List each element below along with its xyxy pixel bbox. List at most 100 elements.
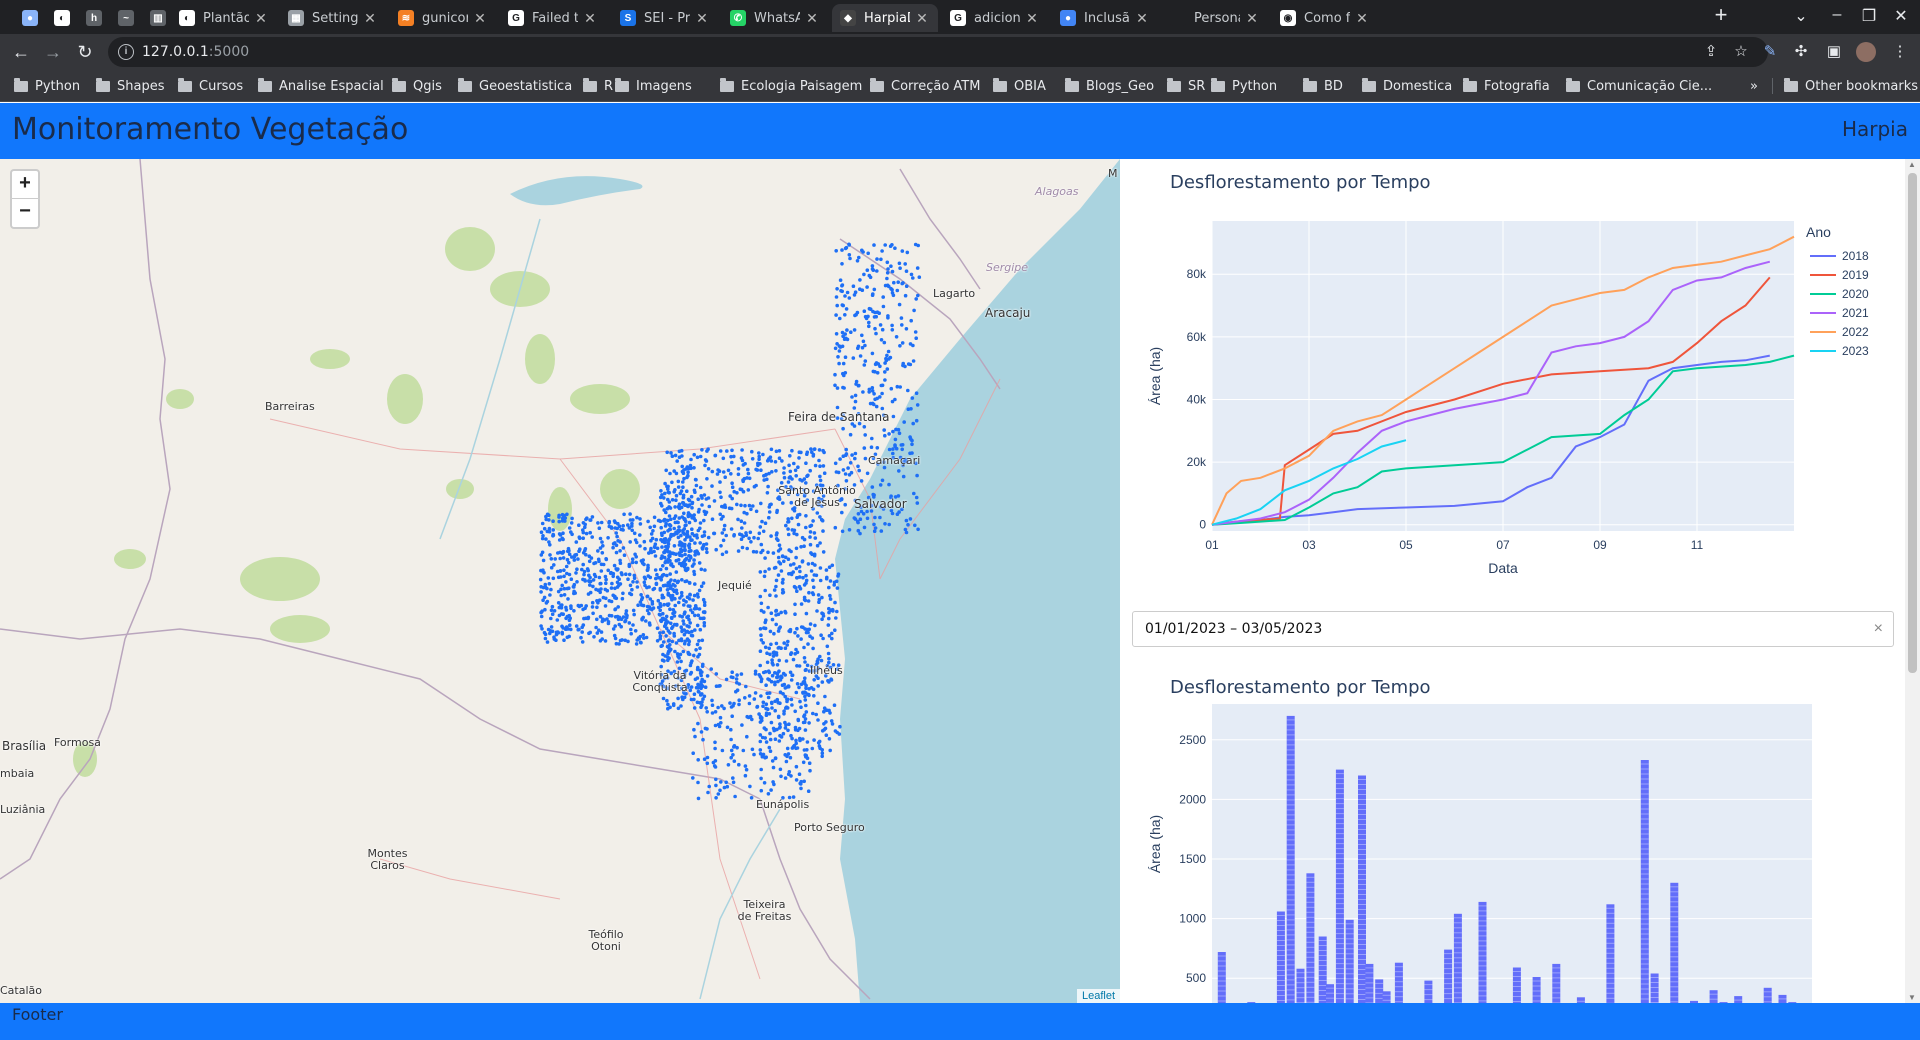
bar[interactable] — [1335, 769, 1344, 1003]
bar[interactable] — [1709, 990, 1718, 1003]
extension-feather-icon[interactable]: ✎ — [1763, 43, 1777, 60]
bar[interactable] — [1650, 973, 1659, 1004]
tab-close-icon[interactable]: ✕ — [474, 9, 486, 26]
bar[interactable] — [1640, 760, 1649, 1003]
tab-search-icon[interactable]: ⌄ — [1794, 8, 1808, 25]
zoom-out-button[interactable]: − — [10, 199, 40, 229]
bookmark-folder[interactable]: Qgis — [392, 77, 442, 95]
bar[interactable] — [1358, 775, 1366, 1004]
tab-close-icon[interactable]: ✕ — [1026, 9, 1038, 26]
browser-tab[interactable]: Personalizar ✕ — [1162, 4, 1268, 32]
browser-tab[interactable]: ◐ Plantão de ✕ — [171, 4, 277, 32]
bar[interactable] — [1734, 996, 1743, 1003]
bar[interactable] — [1306, 873, 1315, 1003]
bar[interactable] — [1365, 963, 1374, 1003]
tab-close-icon[interactable]: ✕ — [1246, 9, 1258, 26]
tab-close-icon[interactable]: ✕ — [584, 9, 596, 26]
bar-chart[interactable]: 500 1000 1500 2000 2500 Área (ha) — [1120, 674, 1880, 1003]
bar[interactable] — [1453, 913, 1462, 1003]
browser-tab[interactable]: ● Inclusão de ✕ — [1052, 4, 1158, 32]
bar[interactable] — [1247, 1002, 1256, 1003]
browser-tab[interactable]: G Failed to fin ✕ — [500, 4, 606, 32]
tab-close-icon[interactable]: ✕ — [364, 9, 376, 26]
bookmark-folder[interactable]: Shapes — [96, 77, 164, 95]
browser-tab[interactable]: h — [78, 4, 104, 32]
bar[interactable] — [1576, 997, 1585, 1003]
tab-close-icon[interactable]: ✕ — [696, 9, 708, 26]
bar[interactable] — [1276, 911, 1285, 1004]
maximize-icon[interactable]: ❐ — [1861, 8, 1877, 25]
forward-icon[interactable]: → — [44, 42, 62, 62]
bookmark-folder[interactable]: OBIA — [993, 77, 1046, 95]
side-panel-icon[interactable]: ▣ — [1826, 43, 1842, 60]
zoom-in-button[interactable]: + — [10, 169, 40, 199]
scroll-up-icon[interactable]: ▲ — [1908, 160, 1916, 169]
panel-scrollbar[interactable]: ▲ ▼ — [1905, 159, 1920, 1003]
browser-tab[interactable]: ● — [14, 4, 40, 32]
bar[interactable] — [1296, 968, 1305, 1003]
scroll-thumb[interactable] — [1908, 173, 1917, 673]
bookmark-folder[interactable]: Comunicação Cie... — [1566, 77, 1712, 95]
bar[interactable] — [1512, 967, 1521, 1004]
bar[interactable] — [1382, 991, 1391, 1003]
profile-avatar[interactable] — [1856, 42, 1876, 62]
bookmark-folder[interactable]: Geoestatistica — [458, 77, 572, 95]
browser-tab[interactable]: ▦ Settings — i ✕ — [280, 4, 386, 32]
bookmark-folder[interactable]: SR — [1167, 77, 1205, 95]
tab-close-icon[interactable]: ✕ — [806, 9, 818, 26]
share-icon[interactable]: ⇪ — [1704, 43, 1718, 60]
bookmark-folder[interactable]: Cursos — [178, 77, 243, 95]
minimize-icon[interactable]: – — [1832, 6, 1842, 23]
bar[interactable] — [1719, 1002, 1728, 1003]
other-bookmarks[interactable]: Other bookmarks — [1784, 77, 1918, 95]
bar[interactable] — [1424, 980, 1433, 1003]
bookmark-folder[interactable]: R — [583, 77, 613, 95]
bar[interactable] — [1318, 936, 1327, 1004]
browser-tab[interactable]: ▥ — [142, 4, 168, 32]
bookmark-folder[interactable]: Blogs_Geo — [1065, 77, 1154, 95]
browser-tab[interactable]: ~ — [110, 4, 136, 32]
browser-tab[interactable]: ✆ WhatsApp ✕ — [722, 4, 828, 32]
browser-tab[interactable]: ≋ gunicorn - F ✕ — [390, 4, 496, 32]
browser-tab[interactable]: ◉ Como fazer ✕ — [1272, 4, 1378, 32]
app-brand[interactable]: Harpia — [1841, 117, 1908, 141]
extensions-puzzle-icon[interactable]: ✣ — [1794, 43, 1808, 60]
bar[interactable] — [1286, 715, 1295, 1003]
bookmark-folder[interactable]: Python — [1211, 77, 1277, 95]
bookmark-folder[interactable]: Fotografia — [1463, 77, 1550, 95]
bar[interactable] — [1217, 952, 1226, 1003]
bar[interactable] — [1670, 882, 1679, 1003]
back-icon[interactable]: ← — [12, 42, 30, 62]
bookmarks-overflow-button[interactable]: » — [1750, 78, 1758, 94]
site-info-icon[interactable]: i — [118, 44, 134, 60]
bookmark-folder[interactable]: Python — [14, 77, 80, 95]
bookmark-folder[interactable]: Correção ATM — [870, 77, 980, 95]
bookmark-folder[interactable]: Imagens — [615, 77, 692, 95]
bookmark-star-icon[interactable]: ☆ — [1734, 43, 1748, 60]
bar[interactable] — [1345, 919, 1354, 1003]
reload-icon[interactable]: ↻ — [77, 42, 93, 62]
bar[interactable] — [1394, 962, 1403, 1003]
bar[interactable] — [1788, 1002, 1797, 1003]
bookmark-folder[interactable]: Ecologia Paisagem — [720, 77, 862, 95]
bar[interactable] — [1606, 904, 1615, 1003]
tab-close-icon[interactable]: ✕ — [255, 9, 267, 26]
bar[interactable] — [1478, 901, 1487, 1003]
bookmark-folder[interactable]: BD — [1303, 77, 1343, 95]
menu-kebab-icon[interactable]: ⋮ — [1892, 43, 1908, 60]
date-range-picker[interactable]: 01/01/2023 – 03/05/2023 × — [1132, 611, 1894, 647]
browser-tab[interactable]: Gadicionar im ✕ — [942, 4, 1048, 32]
clear-date-icon[interactable]: × — [1873, 620, 1883, 637]
address-bar[interactable]: i 127.0.0.1:5000 ⇪ ☆ — [108, 37, 1768, 67]
bookmark-folder[interactable]: Analise Espacial — [258, 77, 384, 95]
browser-tab[interactable]: ◆ HarpiaDash ✕ — [832, 4, 938, 32]
new-tab-button[interactable]: + — [1714, 2, 1728, 27]
bar[interactable] — [1326, 984, 1334, 1003]
bar[interactable] — [1375, 979, 1384, 1003]
bar[interactable] — [1532, 977, 1541, 1003]
leaflet-attribution-link[interactable]: Leaflet — [1076, 989, 1120, 1003]
bar[interactable] — [1778, 994, 1787, 1003]
browser-tab[interactable]: S SEI - Process ✕ — [612, 4, 718, 32]
scroll-down-icon[interactable]: ▼ — [1908, 993, 1916, 1002]
map[interactable]: Alagoas Sergipe Lagarto Aracaju Barreira… — [0, 159, 1120, 1003]
